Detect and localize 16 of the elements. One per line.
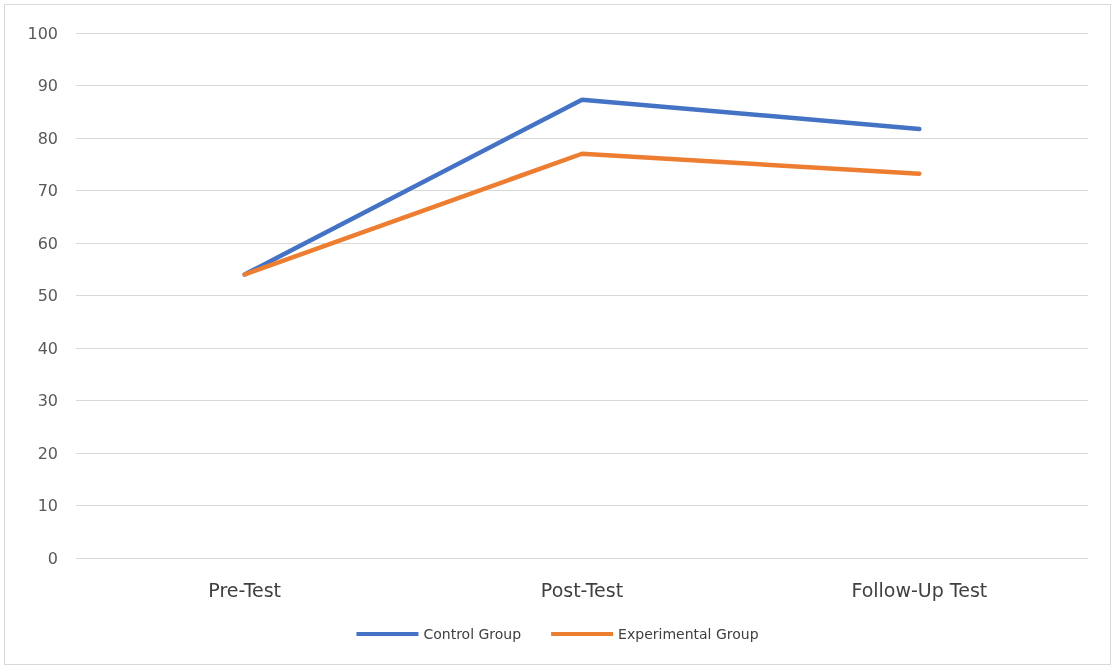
y-tick-label: 90 [37, 76, 58, 95]
y-tick-label: 70 [37, 181, 58, 200]
legend-label: Experimental Group [618, 626, 759, 642]
y-tick-label: 40 [37, 338, 58, 358]
x-tick-label: Post-Test [540, 578, 624, 601]
y-tick-label: 10 [37, 496, 58, 515]
y-tick-label: 20 [37, 443, 58, 463]
y-tick-label: 0 [47, 548, 58, 568]
y-tick-label: 50 [37, 286, 58, 305]
x-tick-label: Pre-Test [208, 578, 282, 601]
y-tick-label: 30 [37, 391, 58, 410]
y-tick-label: 80 [37, 128, 58, 148]
legend-label: Control Group [423, 626, 522, 642]
x-tick-label: Follow-Up Test [851, 578, 988, 601]
y-tick-label: 100 [27, 23, 58, 43]
y-tick-label: 60 [37, 233, 58, 253]
